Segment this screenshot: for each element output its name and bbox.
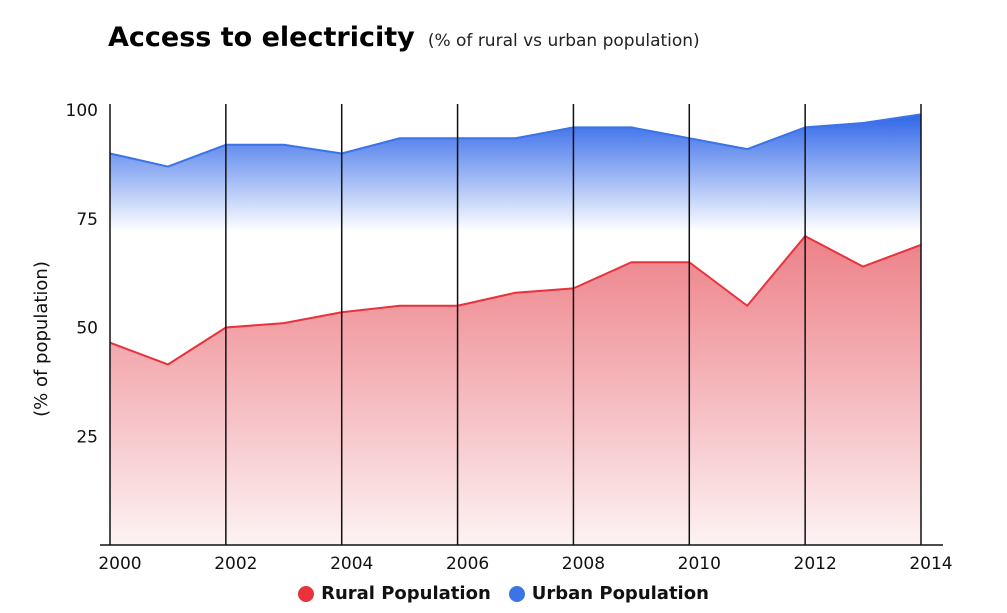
legend-label-urban: Urban Population	[531, 583, 709, 604]
chart-subtitle: (% of rural vs urban population)	[427, 31, 700, 51]
y-tick-label-75: 75	[76, 210, 98, 230]
x-tick-label-2002: 2002	[214, 554, 257, 574]
urban-area	[110, 114, 921, 232]
areas-layer	[109, 113, 922, 545]
legend-label-rural: Rural Population	[321, 583, 491, 604]
rural-line	[109, 235, 922, 366]
y-tick-label-25: 25	[76, 427, 98, 447]
y-axis-title: (% of population)	[31, 261, 52, 417]
x-tick-label-2006: 2006	[446, 554, 489, 574]
legend-item-urban: Urban Population	[508, 583, 709, 604]
x-tick-label-2014: 2014	[909, 554, 952, 574]
legend-dot-rural	[298, 585, 315, 602]
chart-title-block: Access to electricity (% of rural vs urb…	[108, 22, 700, 53]
legend-dot-urban	[508, 585, 525, 602]
x-tick-label-2012: 2012	[794, 554, 837, 574]
x-tick-label-2008: 2008	[562, 554, 605, 574]
x-tick-label-2004: 2004	[330, 554, 373, 574]
x-tick-label-2000: 2000	[98, 554, 141, 574]
x-tick-label-2010: 2010	[678, 554, 721, 574]
y-tick-label-50: 50	[76, 319, 98, 339]
rural-area	[110, 236, 921, 545]
legend-item-rural: Rural Population	[298, 583, 491, 604]
legend: Rural Population Urban Population	[0, 583, 1007, 607]
y-tick-label-100: 100	[66, 101, 98, 121]
urban-line	[109, 113, 922, 168]
gridlines	[109, 104, 922, 545]
tick-labels: 2000 2002 2004 2006 2008 2010 2012 2014 25 50 75 10…	[66, 101, 953, 574]
chart-title: Access to electricity	[108, 22, 415, 53]
